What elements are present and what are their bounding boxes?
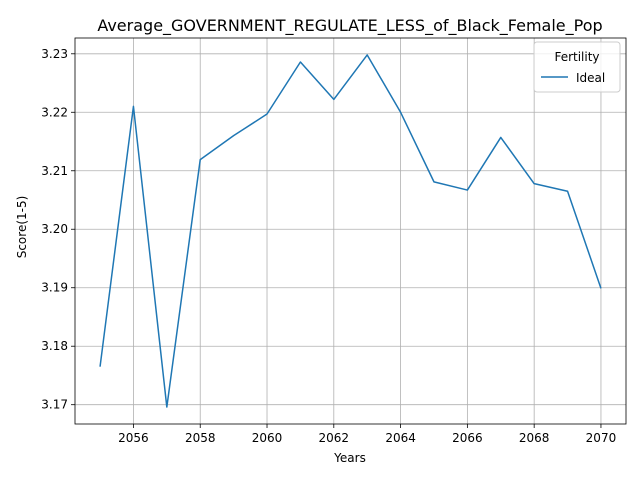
y-tick-label: 3.20 — [41, 222, 68, 236]
x-tick-label: 2058 — [185, 431, 216, 445]
data-point — [232, 134, 235, 137]
data-point — [332, 98, 335, 101]
legend-label-ideal: Ideal — [576, 71, 605, 85]
data-point — [266, 113, 269, 116]
y-axis: 3.17 3.18 3.19 3.20 3.21 3.22 3.23 — [41, 47, 75, 412]
data-point — [132, 105, 135, 108]
data-point — [432, 180, 435, 183]
x-tick-label: 2064 — [385, 431, 416, 445]
x-axis-label: Years — [333, 451, 366, 465]
x-tick-label: 2060 — [252, 431, 283, 445]
legend: Fertility Ideal — [533, 41, 621, 93]
x-tick-label: 2062 — [319, 431, 350, 445]
data-point — [299, 60, 302, 63]
y-tick-label: 3.18 — [41, 339, 68, 353]
legend-title: Fertility — [554, 50, 599, 64]
data-point — [599, 287, 602, 290]
chart-title: Average_GOVERNMENT_REGULATE_LESS_of_Blac… — [97, 16, 602, 36]
series-line-ideal — [99, 54, 602, 408]
data-point — [499, 136, 502, 139]
x-tick-label: 2066 — [452, 431, 483, 445]
data-point — [566, 190, 569, 193]
y-axis-label: Score(1-5) — [15, 196, 29, 259]
grid — [75, 38, 626, 424]
y-tick-label: 3.17 — [41, 398, 68, 412]
data-point — [366, 53, 369, 56]
plot-area — [74, 37, 627, 425]
y-tick-label: 3.23 — [41, 47, 68, 61]
x-tick-label: 2056 — [118, 431, 149, 445]
data-point — [165, 406, 168, 409]
x-axis: 2056 2058 2060 2062 2064 2066 2068 2070 — [118, 424, 616, 445]
data-point — [466, 189, 469, 192]
data-point — [399, 111, 402, 114]
legend-box — [533, 41, 621, 93]
y-tick-label: 3.22 — [41, 105, 68, 119]
data-point — [199, 158, 202, 161]
x-tick-label: 2068 — [519, 431, 550, 445]
y-tick-label: 3.21 — [41, 164, 68, 178]
data-point — [99, 365, 102, 368]
y-tick-label: 3.19 — [41, 281, 68, 295]
series-group — [99, 53, 602, 409]
x-tick-label: 2070 — [586, 431, 617, 445]
data-point — [533, 182, 536, 185]
